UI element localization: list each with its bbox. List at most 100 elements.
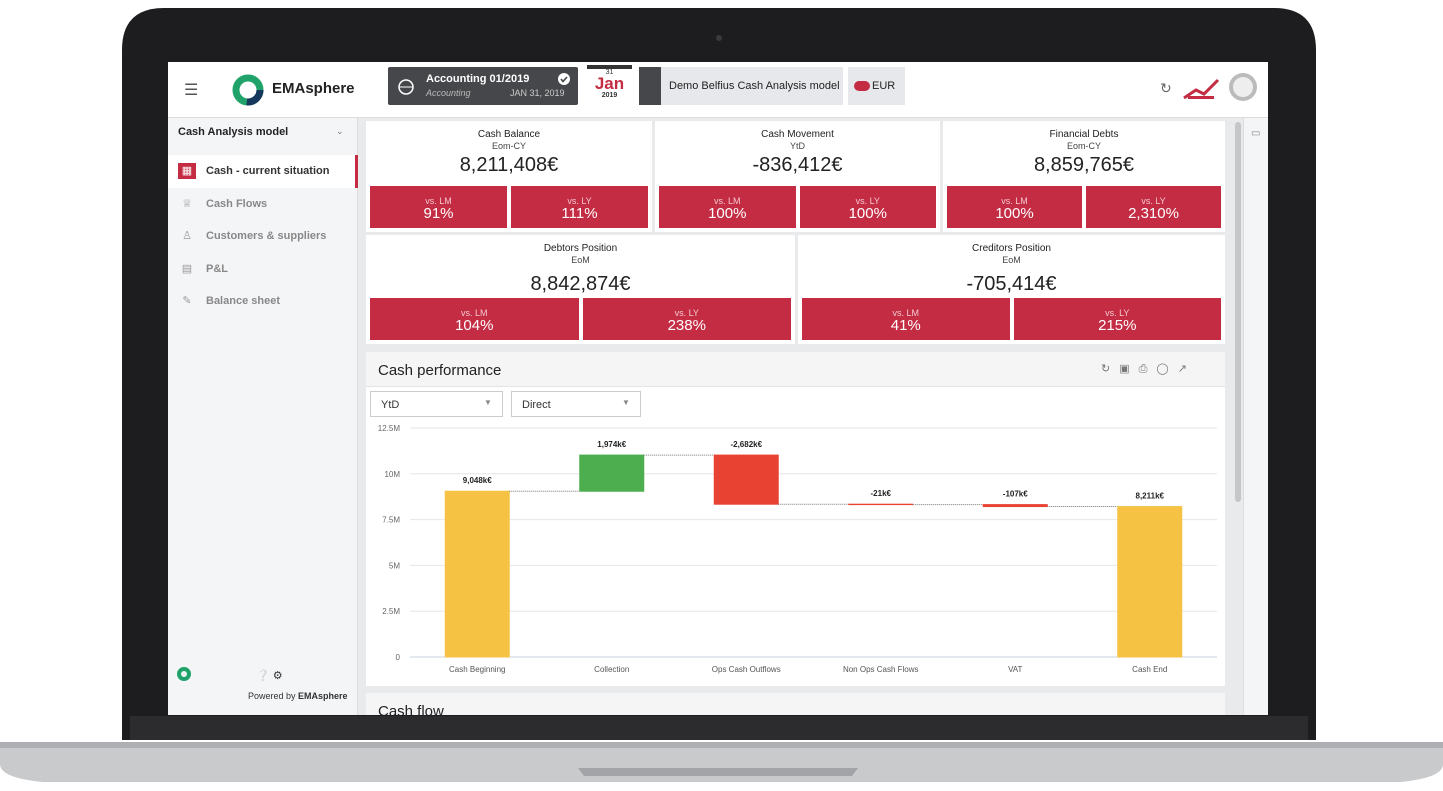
value-label: 1,974k€ bbox=[597, 440, 626, 449]
filter-label: YtD bbox=[381, 399, 400, 411]
filter-arrow: ▼ bbox=[622, 398, 630, 407]
right-strip: ▭ bbox=[1243, 118, 1268, 715]
panel-header: Cash performance ↻▣⎙◯↗ bbox=[366, 352, 1225, 387]
comparison-value: 238% bbox=[667, 317, 706, 334]
base-edge bbox=[0, 742, 1443, 748]
filter-label: Direct bbox=[522, 399, 551, 411]
comparison-label: vs. LM bbox=[713, 196, 741, 206]
kpi-comparison: vs. LM 100% bbox=[659, 186, 796, 228]
sidebar: Cash Analysis model ⌄ ❔ ⚙ Powered by EMA… bbox=[168, 118, 358, 715]
scroll-thumb[interactable] bbox=[1235, 122, 1241, 502]
comparison-label: vs. LY bbox=[1105, 308, 1130, 318]
comparison-label: vs. LY bbox=[855, 196, 880, 206]
footer-logo bbox=[177, 667, 191, 681]
model-icon bbox=[639, 67, 661, 105]
period-date: JAN 31, 2019 bbox=[510, 88, 565, 98]
currency-selector[interactable]: EUR bbox=[848, 67, 905, 105]
comparison-label: vs. LY bbox=[567, 196, 592, 206]
kpi-subtitle: YtD bbox=[789, 141, 805, 151]
nav-label: Balance sheet bbox=[206, 295, 280, 307]
next-panel: Cash flow bbox=[366, 693, 1225, 715]
kpi-title: Financial Debts bbox=[1049, 129, 1119, 140]
screen: ☰ EMAsphere Accounting 01/2019 Accountin… bbox=[168, 62, 1268, 715]
kpi-subtitle: EoM bbox=[571, 255, 590, 265]
avatar[interactable] bbox=[1228, 72, 1258, 102]
comparison-label: vs. LM bbox=[425, 196, 452, 206]
nav-label: Cash - current situation bbox=[206, 165, 330, 177]
value-label: -2,682k€ bbox=[730, 440, 762, 449]
y-tick-label: 5M bbox=[389, 561, 400, 570]
scrollbar[interactable] bbox=[1233, 118, 1243, 715]
comparison-value: 2,310% bbox=[1128, 205, 1179, 222]
kpi-title: Debtors Position bbox=[543, 243, 618, 254]
nav-item[interactable]: ✎ Balance sheet bbox=[168, 285, 358, 318]
y-tick-label: 0 bbox=[396, 653, 401, 662]
calendar-month: Jan bbox=[594, 74, 625, 93]
nav-item[interactable]: ▦ Cash - current situation bbox=[168, 155, 358, 188]
footer-text: Powered by bbox=[248, 691, 296, 701]
period-subtitle: Accounting bbox=[426, 88, 471, 98]
panel-tools[interactable]: ↻▣⎙◯↗ bbox=[1101, 363, 1196, 375]
x-tick-label: VAT bbox=[1008, 665, 1022, 674]
kpi-title: Cash Movement bbox=[761, 129, 834, 140]
kpi-comparison: vs. LM 100% bbox=[947, 186, 1082, 228]
logo bbox=[232, 74, 264, 106]
kpi-comparison: vs. LY 2,310% bbox=[1086, 186, 1221, 228]
kpi-subtitle: EoM bbox=[1002, 255, 1021, 265]
chart: 0 2.5M 5M 7.5M 10M 12.5M 9,048k€ Cash Beginning… bbox=[378, 424, 1217, 674]
kpi-comparison: vs. LY 215% bbox=[1013, 298, 1221, 340]
period-selector[interactable]: Accounting 01/2019 Accounting JAN 31, 20… bbox=[388, 67, 578, 105]
nav-icon: ✎ bbox=[182, 295, 192, 307]
calendar-day: 31 bbox=[605, 69, 614, 76]
comparison-value: 104% bbox=[455, 317, 494, 334]
menu-button[interactable]: ☰ bbox=[184, 82, 199, 99]
help-icons[interactable]: ❔ ⚙ bbox=[256, 670, 283, 682]
filter-dropdown[interactable]: YtD ▼ bbox=[370, 391, 503, 417]
y-tick-label: 2.5M bbox=[382, 607, 400, 616]
kpi-comparison: vs. LM 41% bbox=[802, 298, 1010, 340]
comparison-value: 41% bbox=[890, 317, 921, 334]
comparison-label: vs. LM bbox=[1001, 196, 1028, 206]
kpi-comparison: vs. LY 238% bbox=[582, 298, 791, 340]
comparison-value: 100% bbox=[995, 205, 1034, 222]
value-label: 9,048k€ bbox=[463, 476, 492, 485]
period-title: Accounting 01/2019 bbox=[426, 73, 530, 85]
filter-arrow: ▼ bbox=[484, 398, 492, 407]
sidebar-title: Cash Analysis model bbox=[178, 126, 289, 138]
nav-icon: ▦ bbox=[178, 163, 196, 179]
nav-item[interactable]: ▤ P&L bbox=[168, 253, 358, 286]
check-icon bbox=[558, 73, 570, 85]
kpi-card: Cash Movement YtD -836,412€ vs. LM 100% vs. L… bbox=[655, 121, 940, 232]
kpi-value: 8,842,874€ bbox=[530, 273, 631, 295]
notch bbox=[578, 768, 858, 776]
footer: Powered by EMAsphere bbox=[248, 691, 348, 701]
y-tick-label: 7.5M bbox=[382, 516, 400, 525]
comparison-value: 111% bbox=[561, 205, 598, 222]
nav-item[interactable]: ♕ Cash Flows bbox=[168, 188, 358, 221]
kpi-title: Cash Balance bbox=[477, 129, 541, 140]
refresh-button[interactable]: ↻ bbox=[1160, 80, 1172, 96]
kpi-value: 8,859,765€ bbox=[1033, 154, 1135, 176]
presentation-icon[interactable]: ▭ bbox=[1251, 128, 1261, 139]
comparison-label: vs. LY bbox=[1141, 196, 1166, 206]
value-label: -107k€ bbox=[1003, 490, 1028, 499]
base bbox=[0, 742, 1443, 782]
sidebar-toggle[interactable]: ⌄ bbox=[336, 126, 344, 136]
brand: EMAsphere bbox=[272, 80, 355, 97]
y-tick-label: 12.5M bbox=[378, 424, 401, 433]
model-name: Demo Belfius Cash Analysis model bbox=[669, 80, 840, 92]
model-selector[interactable]: Demo Belfius Cash Analysis model bbox=[639, 67, 843, 105]
nav-icon: ♕ bbox=[182, 197, 192, 210]
comparison-value: 91% bbox=[423, 205, 454, 222]
filter-dropdown[interactable]: Direct ▼ bbox=[511, 391, 641, 417]
nav-item[interactable]: ♙ Customers & suppliers bbox=[168, 220, 358, 253]
comparison-value: 215% bbox=[1098, 317, 1137, 334]
bar bbox=[444, 490, 510, 658]
panel-title: Cash performance bbox=[378, 362, 502, 379]
kpi-comparison: vs. LY 100% bbox=[799, 186, 936, 228]
calendar[interactable]: 31 Jan 2019 bbox=[587, 65, 632, 109]
comparison-label: vs. LM bbox=[892, 308, 919, 318]
bar bbox=[1117, 506, 1183, 658]
bezel-bottom bbox=[130, 716, 1308, 740]
